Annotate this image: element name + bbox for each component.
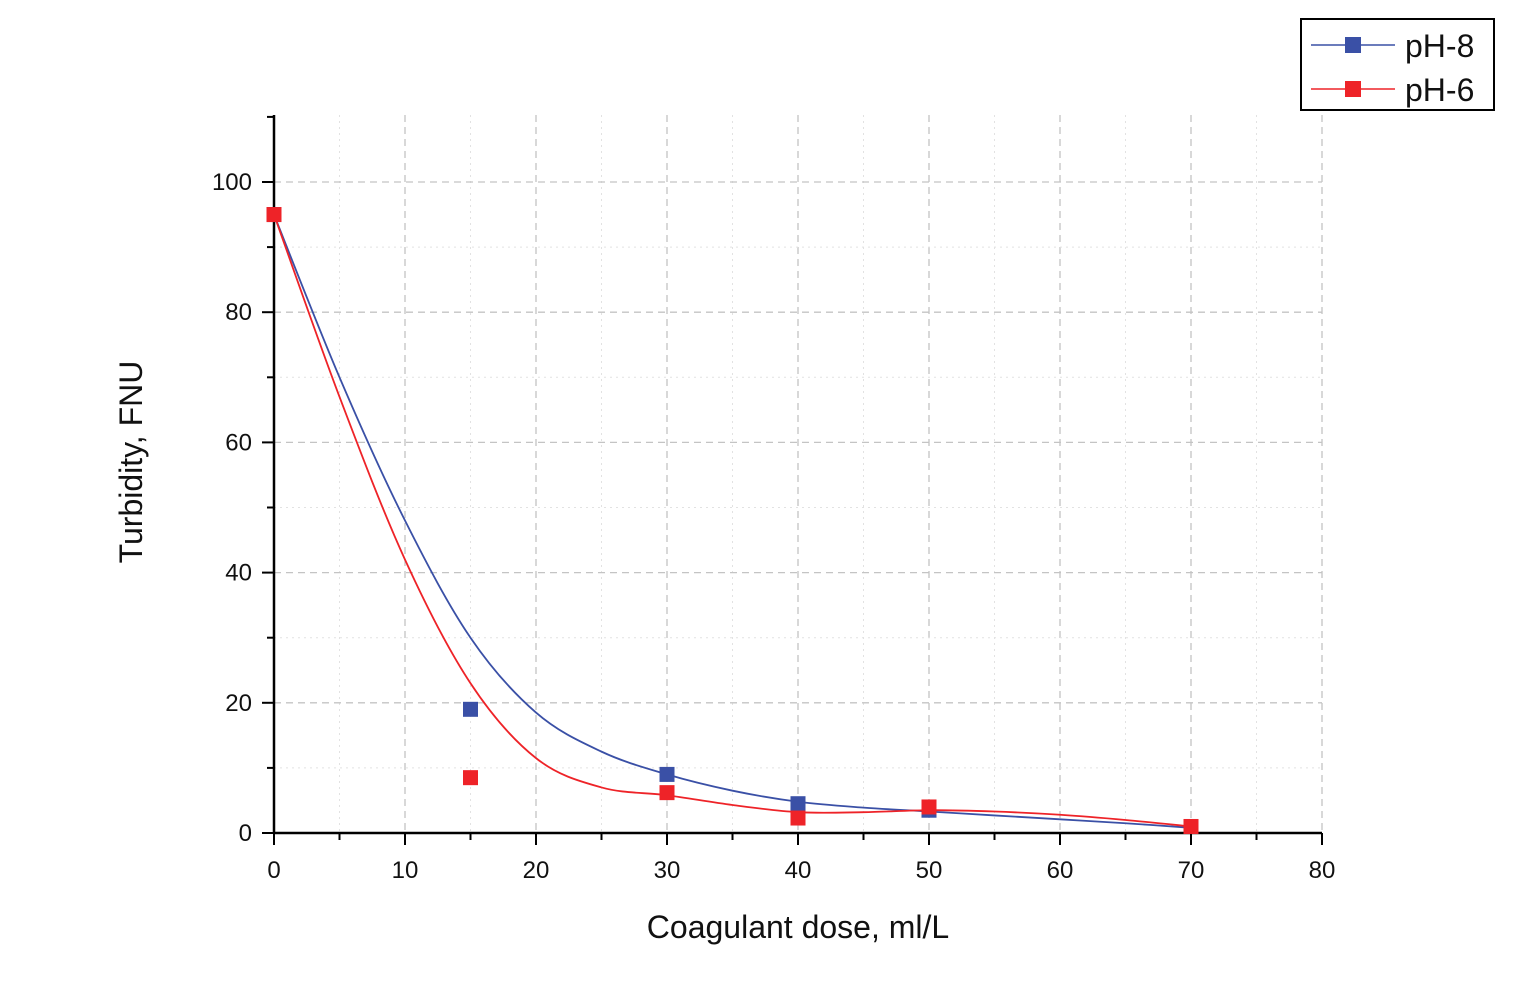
x-tick-label: 0 <box>267 857 280 884</box>
fit-curve-ph8 <box>273 214 1192 829</box>
data-point-ph6 <box>463 770 478 786</box>
x-tick-label: 70 <box>1178 857 1205 884</box>
x-tick-label: 80 <box>1309 857 1336 884</box>
fit-curves <box>273 214 1192 829</box>
axis-layer <box>272 115 1322 835</box>
legend-label-ph6: pH-6 <box>1405 72 1474 108</box>
data-point-ph6 <box>790 810 806 826</box>
data-point-ph8 <box>659 766 675 782</box>
data-point-ph6 <box>921 799 937 815</box>
x-tick-label: 50 <box>916 857 943 884</box>
legend-marker-ph6 <box>1345 81 1361 97</box>
y-axis-title: Turbidity, FNU <box>113 361 149 564</box>
data-point-ph8 <box>790 796 806 812</box>
data-point-ph6 <box>1183 818 1199 834</box>
x-tick-label: 30 <box>654 857 681 884</box>
data-point-ph6 <box>266 207 282 223</box>
x-tick-label: 60 <box>1047 857 1074 884</box>
grid-layer <box>274 115 1323 833</box>
y-tick-label: 80 <box>225 299 252 326</box>
legend: pH-8 pH-6 <box>1300 18 1495 111</box>
y-tick-label: 0 <box>239 820 252 847</box>
data-point-ph8 <box>463 701 478 717</box>
legend-marker-ph8 <box>1345 37 1361 53</box>
legend-box <box>1300 18 1495 111</box>
data-markers <box>266 207 1199 834</box>
x-tick-label: 40 <box>785 857 812 884</box>
x-axis-title: Coagulant dose, ml/L <box>647 909 949 945</box>
x-tick-label: 20 <box>523 857 550 884</box>
tick-layer: 0 10 20 30 40 50 60 70 80 0 20 40 60 80 100 <box>212 115 1336 884</box>
y-tick-label: 20 <box>225 690 252 717</box>
fit-curve-ph6 <box>273 214 1192 828</box>
x-tick-label: 10 <box>392 857 419 884</box>
y-tick-label: 60 <box>225 429 252 456</box>
y-tick-label: 40 <box>225 560 252 587</box>
y-tick-label: 100 <box>212 169 252 196</box>
data-point-ph6 <box>659 785 675 801</box>
legend-label-ph8: pH-8 <box>1405 28 1474 64</box>
